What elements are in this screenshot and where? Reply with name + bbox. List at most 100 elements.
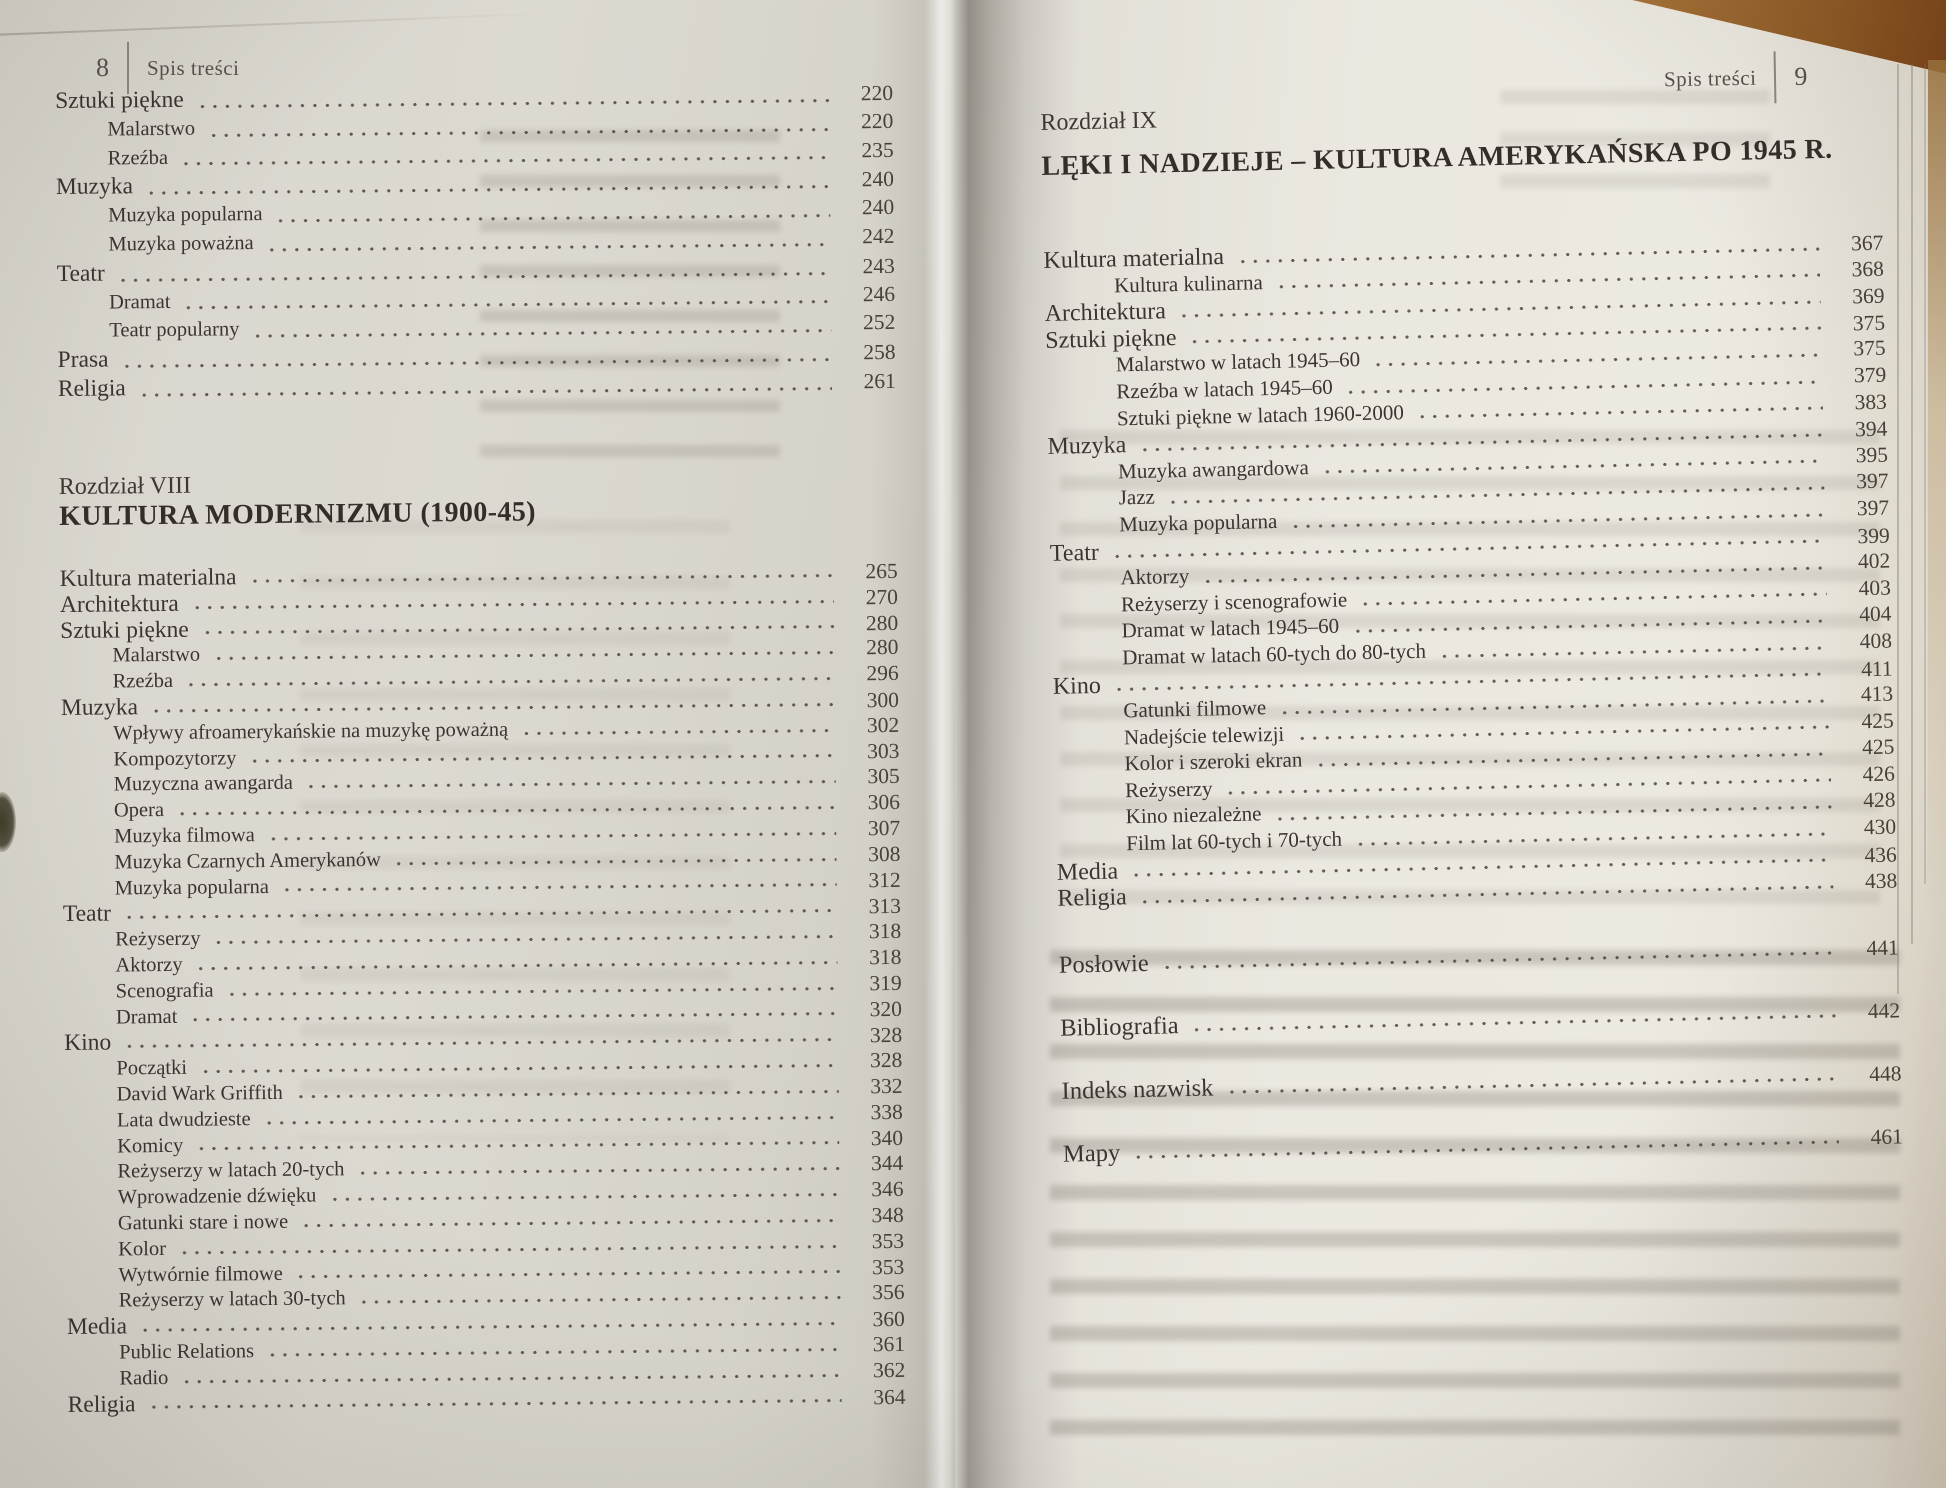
toc-page-number: 305: [867, 764, 900, 789]
toc-entry-label: Reżyserzy i scenografowie: [1120, 587, 1348, 617]
dot-leader: [138, 1319, 841, 1335]
page-number: 8: [96, 53, 109, 82]
toc-page-number: 411: [1860, 656, 1893, 681]
dot-leader: [212, 648, 835, 663]
dot-leader: [137, 384, 832, 399]
dot-leader: [177, 1242, 841, 1257]
page-number: 9: [1794, 61, 1808, 91]
toc-page-number: 348: [871, 1202, 904, 1228]
toc-section: Kultura materialna 367 Kultura kulinarna…: [1043, 230, 1897, 913]
toc-entry-label: Wpływy afroamerykańskie na muzykę poważn…: [113, 718, 509, 745]
toc-entry-label: Malarstwo: [112, 644, 201, 667]
toc-page-number: 246: [862, 281, 896, 306]
toc-page-number: 438: [1864, 868, 1898, 894]
toc-page-number: 436: [1864, 842, 1897, 867]
toc-page-number: 369: [1851, 283, 1885, 309]
toc-entry-label: Muzyka Czarnych Amerykanów: [114, 848, 381, 874]
dot-leader: [207, 125, 830, 140]
toc-entry-label: Aktorzy: [115, 953, 183, 977]
toc-entry-label: Reżyserzy: [115, 927, 201, 951]
toc-page-number: 306: [867, 790, 901, 815]
dot-leader: [248, 571, 834, 585]
toc-entry-label: Kultura materialna: [59, 564, 237, 592]
dot-leader: [356, 1164, 840, 1178]
running-head-left: 8 Spis treści: [96, 42, 239, 94]
toc-entry-label: Dramat w latach 1945–60: [1121, 613, 1340, 643]
toc-entry-label: Lata dwudzieste: [116, 1107, 251, 1132]
toc-page-number: 368: [1851, 256, 1885, 281]
dot-leader: [294, 1087, 839, 1101]
toc-entry-label: Reżyserzy w latach 20-tych: [117, 1158, 345, 1183]
toc-page-number: 300: [866, 687, 900, 713]
header-divider: [127, 42, 129, 94]
dot-leader: [182, 297, 832, 313]
dot-leader: [180, 1371, 842, 1386]
toc-entry-label: Komicy: [117, 1134, 184, 1157]
toc-page-number: 426: [1862, 761, 1896, 787]
dot-leader: [266, 829, 837, 843]
toc-page-number: 395: [1855, 442, 1889, 468]
toc-entry-label: Muzyka: [60, 694, 139, 721]
toc-page-number: 303: [867, 738, 900, 763]
toc-entry-label: Teatr: [56, 260, 105, 287]
dot-leader: [149, 700, 835, 715]
toc-page-number: 258: [863, 340, 896, 365]
dot-leader: [1160, 948, 1835, 972]
toc-page-number: 240: [861, 167, 895, 192]
toc-row: Bibliografia 442: [1060, 996, 1900, 1041]
toc-entry-label: David Wark Griffith: [116, 1081, 283, 1106]
toc-page-number: 328: [869, 1023, 903, 1048]
toc-entry-label: Scenografia: [115, 979, 214, 1003]
toc-page-number: 404: [1858, 601, 1892, 627]
toc-page-number: 240: [861, 195, 895, 220]
toc-entry-label: Architektura: [1044, 298, 1167, 328]
page-fore-edge: [1911, 64, 1913, 944]
toc-entry-label: Public Relations: [119, 1340, 255, 1364]
dot-leader: [266, 1345, 842, 1359]
dot-leader: [190, 597, 834, 612]
toc-entry-label: Kino: [64, 1029, 112, 1057]
toc-page-number: 308: [868, 841, 901, 866]
toc-page-number: 428: [1862, 787, 1896, 813]
toc-entry-label: Dramat: [108, 290, 171, 314]
toc-page-number: 360: [872, 1307, 905, 1332]
dot-leader: [123, 1035, 839, 1051]
toc-page-number: 425: [1861, 734, 1895, 760]
toc-entry-label: Posłowie: [1058, 949, 1149, 979]
toc-page-number: 346: [871, 1177, 904, 1202]
toc-entry-label: Rzeźba: [107, 146, 169, 170]
toc-page-number: 280: [865, 610, 899, 635]
toc-page-number: 270: [865, 584, 899, 610]
toc-entry-label: Media: [1056, 858, 1119, 886]
toc-page-number: 344: [870, 1151, 904, 1176]
toc-page-number: 319: [869, 970, 902, 995]
toc-entry-label: Sztuki piękne: [1044, 324, 1177, 354]
toc-page-number: 461: [1870, 1124, 1904, 1150]
toc-entry-label: Nadejście telewizji: [1123, 721, 1285, 750]
toc-page-number: 296: [866, 661, 899, 686]
dot-leader: [189, 1009, 838, 1025]
toc-page-number: 243: [862, 253, 895, 279]
dot-leader: [280, 880, 837, 895]
toc-page-number: 242: [862, 223, 895, 249]
toc-page-number: 220: [860, 80, 894, 106]
toc-page-number: 397: [1856, 495, 1890, 521]
toc-page-number: 413: [1860, 681, 1894, 707]
toc-entry-label: Teatr: [1049, 539, 1100, 567]
dot-leader: [195, 96, 830, 111]
toc-entry-label: Reżyserzy: [1124, 776, 1213, 803]
toc-page-number: 312: [868, 867, 901, 892]
toc-page-number: 448: [1868, 1061, 1902, 1087]
running-head-title: Spis treści: [1663, 65, 1757, 91]
running-head-title: Spis treści: [147, 55, 240, 80]
toc-entry-label: Media: [66, 1313, 128, 1341]
toc-row: Mapy 461: [1063, 1122, 1903, 1167]
toc-page-number: 367: [1850, 230, 1884, 256]
toc-entry-label: Muzyka popularna: [1119, 508, 1278, 537]
toc-page-number: 375: [1852, 310, 1886, 336]
toc-page-number: 353: [871, 1254, 905, 1279]
toc-entry-label: Gatunki filmowe: [1123, 695, 1267, 723]
toc-entry-label: Religia: [57, 375, 126, 402]
dot-leader: [120, 355, 832, 371]
toc-entry-label: Dramat: [115, 1005, 178, 1029]
